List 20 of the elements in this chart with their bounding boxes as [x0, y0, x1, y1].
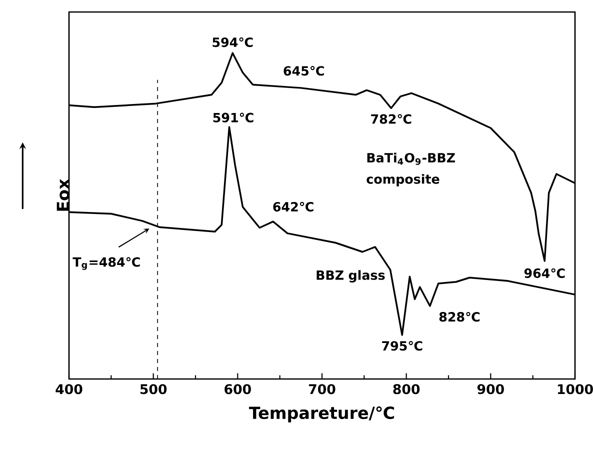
series-label: BBZ glass: [316, 270, 385, 282]
annotation: 591℃: [213, 112, 254, 122]
annotation: 795℃: [382, 340, 422, 351]
x-tick-label: 400: [56, 384, 82, 394]
x-axis-title: Tempareture/℃: [249, 406, 394, 422]
x-tick-label: 900: [477, 384, 504, 394]
annotation: 642℃: [273, 202, 314, 212]
annotation: 782℃: [371, 114, 412, 124]
y-axis-title: Eox: [56, 178, 70, 211]
annotation: T$_{g}$=484℃: [72, 257, 140, 270]
x-tick-label: 500: [140, 384, 167, 394]
annotation: 828℃: [439, 312, 480, 322]
annotation: 964℃: [524, 268, 565, 278]
annotation: 594℃: [212, 37, 253, 48]
text: BaTi$_{4}$O$_{9}$-BBZ composite: [366, 152, 455, 186]
annotation: 645℃: [284, 66, 324, 76]
x-tick-label: 800: [393, 384, 420, 394]
x-tick-label: 1000: [558, 384, 593, 394]
x-tick-label: 600: [224, 384, 251, 394]
x-tick-label: 700: [308, 384, 336, 394]
